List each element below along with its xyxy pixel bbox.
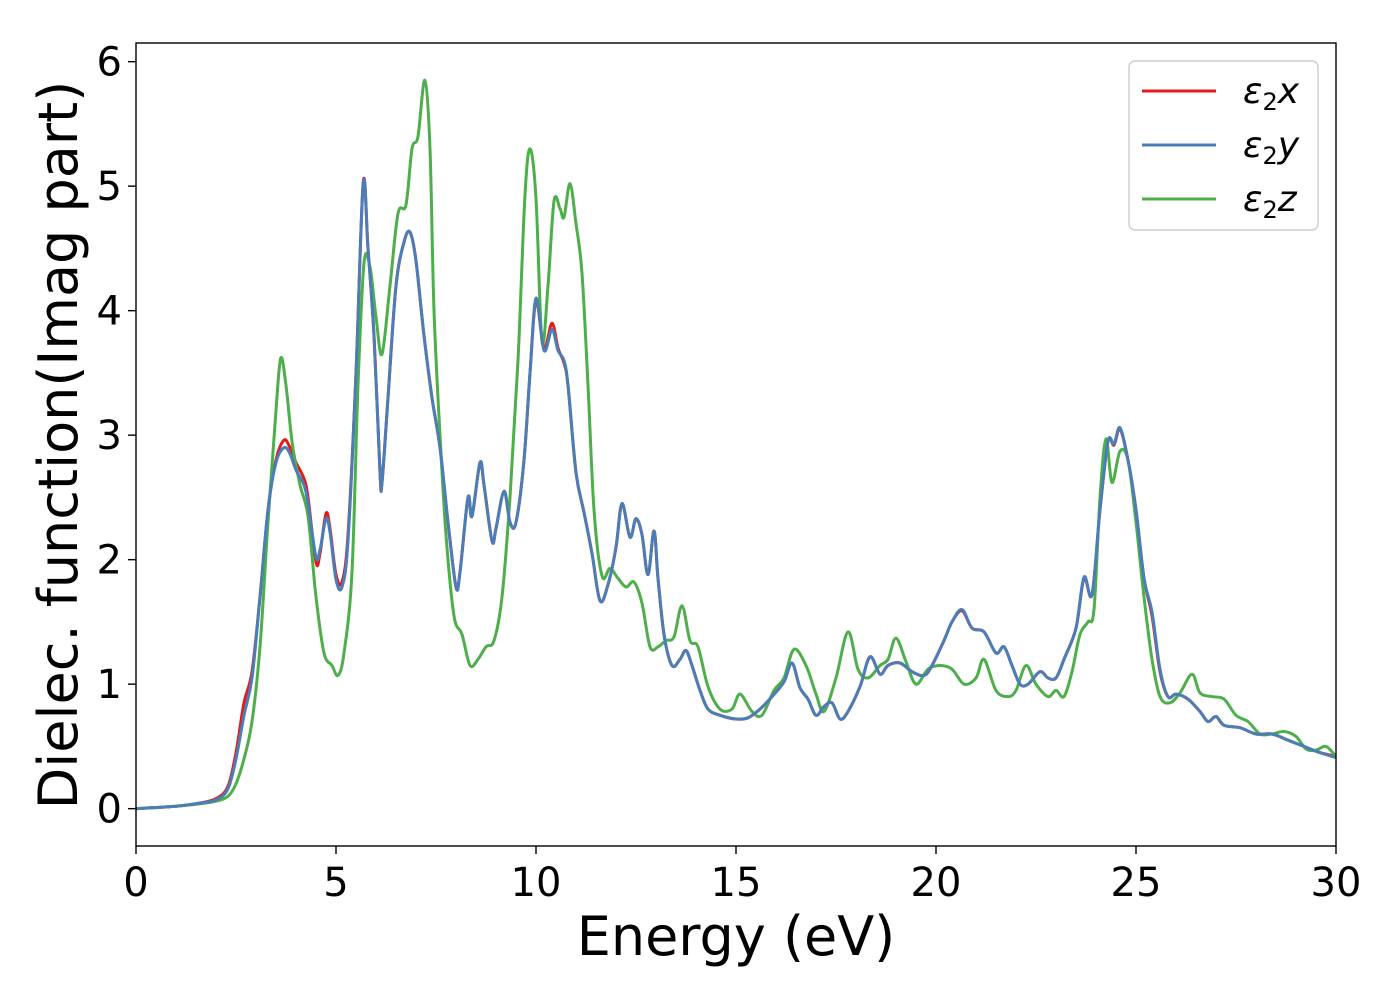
y-axis-label: Dielec. function(Imag part) [27, 81, 90, 810]
legend-label-main: ε [1243, 71, 1262, 112]
legend-label-var: y [1277, 125, 1300, 166]
y-tick-label: 3 [97, 413, 122, 459]
x-tick-label: 20 [911, 860, 962, 906]
legend-label-main: ε [1243, 125, 1262, 166]
legend-label-z: ε2z [1243, 179, 1298, 224]
y-axis: 0 1 2 3 4 5 6 [97, 40, 136, 833]
x-tick-label: 25 [1111, 860, 1162, 906]
series-line-z [136, 78, 1336, 811]
x-tick-label: 10 [511, 860, 562, 906]
y-tick-label: 1 [97, 662, 122, 708]
legend-box [1128, 60, 1319, 231]
legend-label-sub: 2 [1262, 196, 1277, 224]
y-tick-label: 5 [97, 164, 122, 210]
series-group [136, 78, 1336, 811]
y-tick-label: 6 [97, 40, 122, 86]
x-tick-label: 30 [1311, 860, 1362, 906]
x-tick-label: 5 [323, 860, 348, 906]
legend-label-sub: 2 [1262, 142, 1277, 170]
y-tick-label: 4 [97, 289, 122, 335]
x-axis-label: Energy (eV) [577, 905, 896, 968]
legend-label-sub: 2 [1262, 88, 1277, 116]
y-tick-label: 2 [97, 538, 122, 584]
series-line-y [136, 178, 1336, 811]
legend-label-var: x [1277, 71, 1300, 112]
legend-label-main: ε [1243, 179, 1262, 220]
x-axis: 0 5 10 15 20 25 30 [123, 846, 1361, 906]
legend-label-y: ε2y [1243, 125, 1300, 170]
x-tick-label: 0 [123, 860, 148, 906]
legend-label-var: z [1277, 179, 1298, 220]
y-tick-label: 0 [97, 787, 122, 833]
x-tick-label: 15 [711, 860, 762, 906]
legend-label-x: ε2x [1243, 71, 1300, 116]
